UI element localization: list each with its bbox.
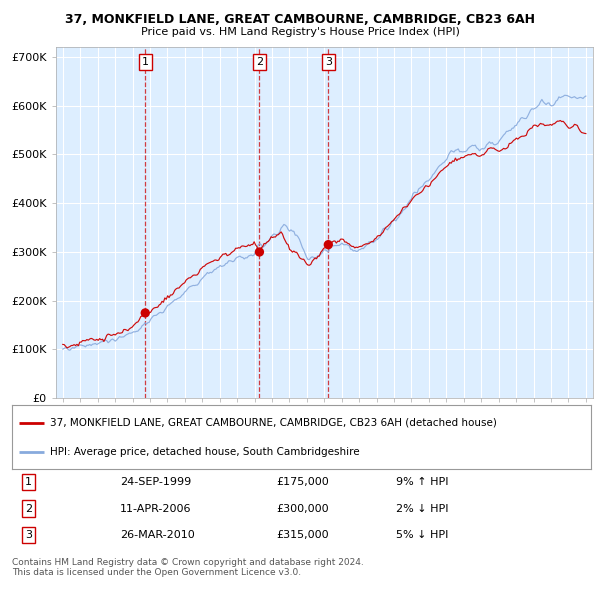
Point: [140, 308, 150, 317]
Text: 24-SEP-1999: 24-SEP-1999: [120, 477, 191, 487]
Text: 3: 3: [325, 57, 332, 67]
Text: 9% ↑ HPI: 9% ↑ HPI: [396, 477, 449, 487]
Text: 26-MAR-2010: 26-MAR-2010: [120, 530, 195, 540]
Text: 3: 3: [25, 530, 32, 540]
Text: Price paid vs. HM Land Registry's House Price Index (HPI): Price paid vs. HM Land Registry's House …: [140, 27, 460, 37]
Text: 37, MONKFIELD LANE, GREAT CAMBOURNE, CAMBRIDGE, CB23 6AH (detached house): 37, MONKFIELD LANE, GREAT CAMBOURNE, CAM…: [50, 418, 497, 428]
Text: Contains HM Land Registry data © Crown copyright and database right 2024.
This d: Contains HM Land Registry data © Crown c…: [12, 558, 364, 577]
Text: HPI: Average price, detached house, South Cambridgeshire: HPI: Average price, detached house, Sout…: [50, 447, 359, 457]
Text: 2% ↓ HPI: 2% ↓ HPI: [396, 504, 449, 513]
Text: £315,000: £315,000: [276, 530, 329, 540]
Text: £300,000: £300,000: [276, 504, 329, 513]
Text: 11-APR-2006: 11-APR-2006: [120, 504, 191, 513]
Text: 37, MONKFIELD LANE, GREAT CAMBOURNE, CAMBRIDGE, CB23 6AH: 37, MONKFIELD LANE, GREAT CAMBOURNE, CAM…: [65, 13, 535, 26]
Point: [323, 240, 333, 250]
Point: [254, 247, 264, 257]
Text: 5% ↓ HPI: 5% ↓ HPI: [396, 530, 448, 540]
Text: 1: 1: [25, 477, 32, 487]
Text: £175,000: £175,000: [276, 477, 329, 487]
Text: 2: 2: [25, 504, 32, 513]
Text: 1: 1: [142, 57, 149, 67]
Text: 2: 2: [256, 57, 263, 67]
